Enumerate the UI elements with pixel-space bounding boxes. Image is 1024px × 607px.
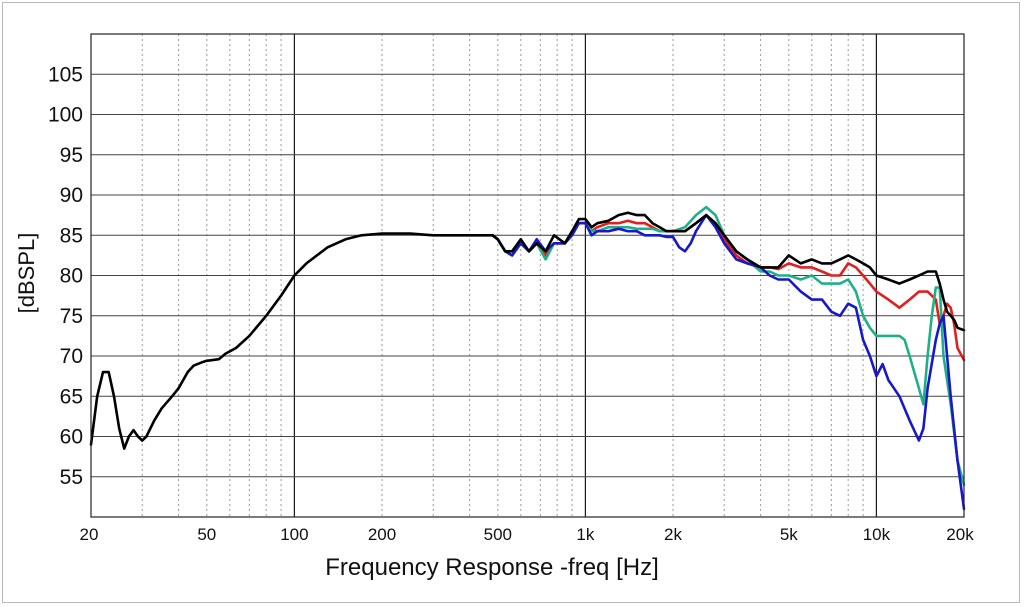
plot-border (90, 33, 965, 518)
y-tick-label: 65 (60, 385, 83, 408)
x-tick-label: 200 (368, 525, 396, 544)
x-axis-label: Frequency Response -freq [Hz] (325, 554, 658, 581)
y-tick-label: 85 (60, 224, 83, 247)
y-tick-label: 80 (60, 265, 83, 288)
y-tick-label: 60 (60, 426, 83, 449)
series-lines (89, 205, 966, 511)
x-tick-label: 50 (197, 525, 216, 544)
y-axis-label: [dBSPL] (14, 233, 39, 314)
y-tick-label: 105 (48, 63, 83, 86)
y-tick-label: 95 (60, 144, 83, 167)
y-tick-label: 70 (60, 345, 83, 368)
series-line (89, 211, 966, 450)
x-tick-label: 100 (280, 525, 308, 544)
y-tick-label: 55 (60, 466, 83, 489)
x-tick-label: 500 (484, 525, 512, 544)
y-tick-labels: 55 60 65 70 75 80 85 90 95 100 105 (48, 63, 83, 489)
series-line (491, 213, 966, 362)
y-tick-label: 100 (48, 104, 83, 127)
x-tick-label: 2k (664, 525, 682, 544)
x-tick-labels: 20 50 100 200 500 1k 2k 5k 10k 20k (80, 525, 975, 544)
x-tick-label: 5k (780, 525, 798, 544)
series-line (491, 213, 966, 511)
x-tick-label: 20k (946, 525, 974, 544)
y-tick-label: 75 (60, 305, 83, 328)
y-tick-label: 90 (60, 184, 83, 207)
x-tick-label: 1k (576, 525, 594, 544)
x-tick-label: 10k (863, 525, 891, 544)
x-tick-label: 20 (80, 525, 99, 544)
major-grid (91, 34, 964, 517)
